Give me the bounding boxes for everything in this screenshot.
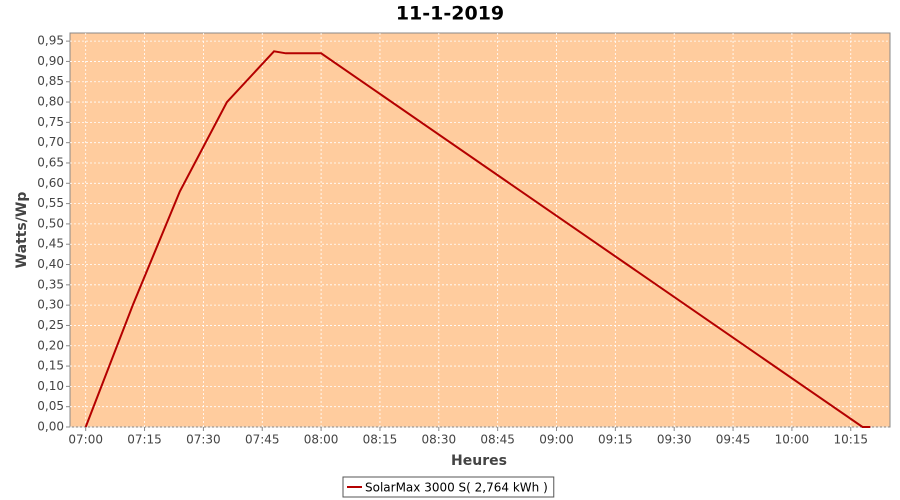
x-tick-label: 07:15 <box>127 433 162 447</box>
data-line <box>84 50 871 428</box>
x-axis-label: Heures <box>451 453 507 469</box>
y-tick-label: 0,70 <box>37 135 64 149</box>
x-tick-label: 07:30 <box>186 433 221 447</box>
y-tick-label: 0,00 <box>37 420 64 434</box>
x-tick-label: 09:45 <box>716 433 751 447</box>
y-tick-label: 0,90 <box>37 54 64 68</box>
y-tick-label: 0,60 <box>37 176 64 190</box>
y-tick-label: 0,15 <box>37 359 64 373</box>
x-tick-label: 07:45 <box>245 433 280 447</box>
y-axis-label: Watts/Wp <box>14 192 30 269</box>
y-tick-label: 0,40 <box>37 257 64 271</box>
legend-label: SolarMax 3000 S( 2,764 kWh ) <box>365 481 548 495</box>
x-tick-label: 08:30 <box>422 433 457 447</box>
y-tick-label: 0,95 <box>37 34 64 48</box>
y-tick-label: 0,20 <box>37 338 64 352</box>
y-tick-label: 0,65 <box>37 155 64 169</box>
x-tick-label: 08:15 <box>363 433 398 447</box>
y-tick-label: 0,80 <box>37 95 64 109</box>
x-tick-label: 09:30 <box>657 433 692 447</box>
x-tick-label: 09:00 <box>539 433 574 447</box>
y-tick-label: 0,85 <box>37 74 64 88</box>
y-tick-label: 0,75 <box>37 115 64 129</box>
plot-area <box>69 32 891 428</box>
chart-title: 11-1-2019 <box>396 3 504 25</box>
y-tick-label: 0,30 <box>37 298 64 312</box>
y-tick-label: 0,55 <box>37 196 64 210</box>
x-tick-label: 08:00 <box>304 433 339 447</box>
x-tick-label: 07:00 <box>68 433 103 447</box>
x-tick-label: 10:15 <box>833 433 868 447</box>
y-tick-label: 0,35 <box>37 277 64 291</box>
y-tick-label: 0,45 <box>37 237 64 251</box>
y-tick-label: 0,25 <box>37 318 64 332</box>
legend-box <box>342 476 555 498</box>
x-tick-label: 10:00 <box>775 433 810 447</box>
y-tick-label: 0,50 <box>37 216 64 230</box>
y-tick-label: 0,10 <box>37 379 64 393</box>
y-tick-label: 0,05 <box>37 399 64 413</box>
x-tick-label: 09:15 <box>598 433 633 447</box>
x-tick-label: 08:45 <box>480 433 515 447</box>
